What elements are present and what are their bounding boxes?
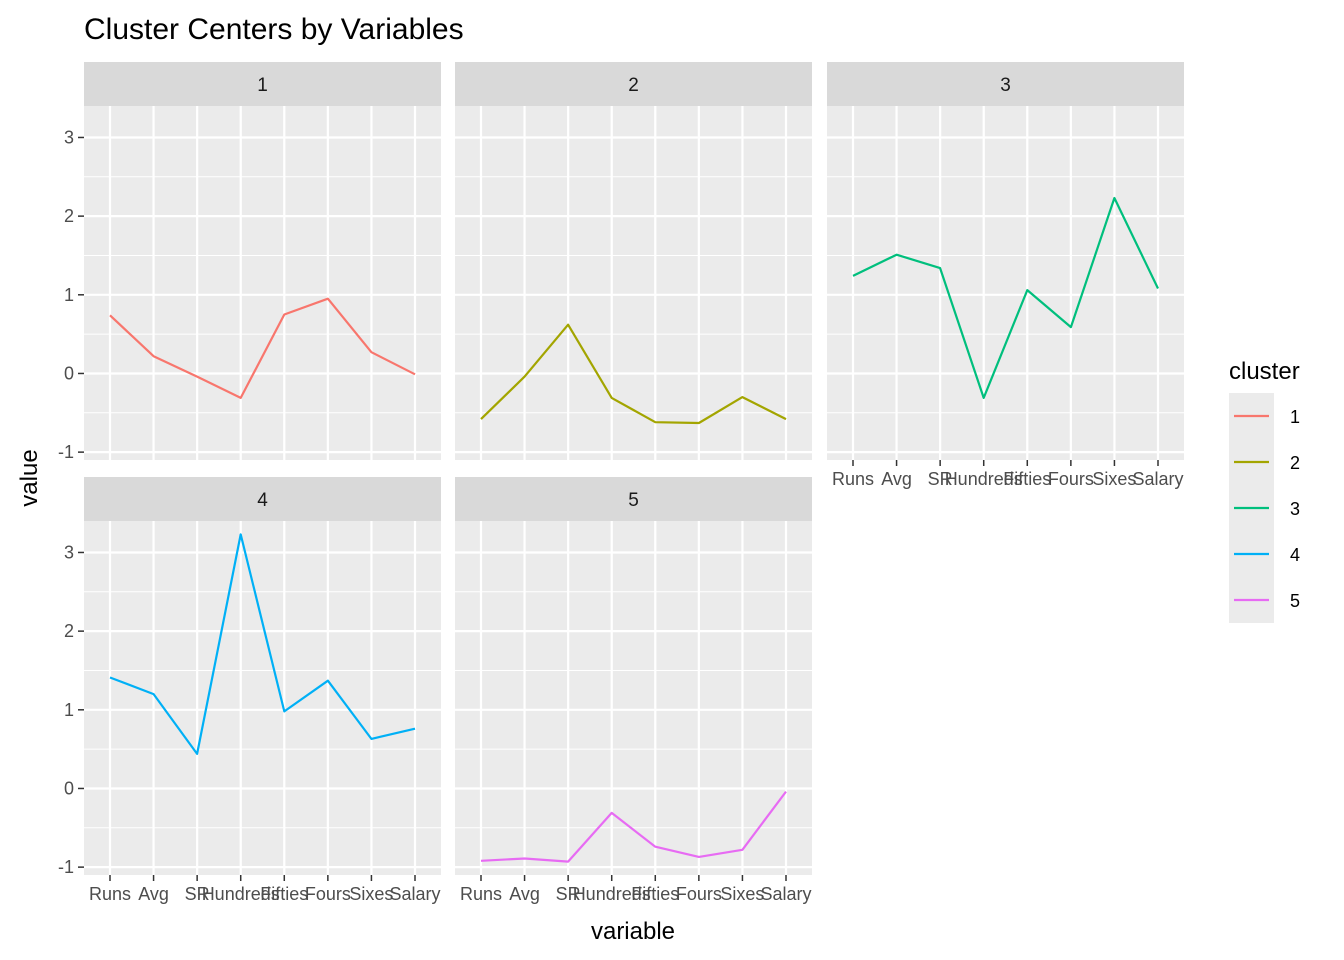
- facet-strip: [84, 62, 441, 106]
- x-tick-label: Runs: [832, 469, 874, 489]
- facet-panel-5: 5 Runs Avg SRHundredsFiftiesFoursSixesSalar…: [455, 477, 812, 904]
- series-line-1: [109, 297, 416, 399]
- x-tick-label: Sixes: [720, 884, 764, 904]
- x-tick-label: Hundreds: [202, 884, 280, 904]
- y-axis-title: value: [16, 449, 43, 506]
- series-line-5: [480, 790, 787, 863]
- x-tick-label: Runs: [89, 884, 131, 904]
- panel-background: [455, 521, 812, 875]
- facet-strip-label: 2: [628, 75, 639, 96]
- facet-panel-2: 2: [455, 62, 812, 460]
- legend-label: 2: [1290, 453, 1300, 473]
- x-tick-label: Avg: [881, 469, 912, 489]
- facet-strip-label: 1: [257, 75, 268, 96]
- legend-item-3: 3: [1234, 499, 1300, 519]
- facet-strip-label: 3: [1000, 75, 1011, 96]
- x-tick-label: SR: [928, 469, 953, 489]
- y-tick-label: 1: [64, 285, 74, 305]
- x-axis-title: variable: [591, 918, 675, 945]
- legend-item-5: 5: [1234, 591, 1300, 611]
- facet-strip: [455, 477, 812, 521]
- legend: cluster 1 2 3 4 5: [1229, 358, 1300, 623]
- y-tick-label: 2: [64, 206, 74, 226]
- panel-background: [827, 106, 1184, 460]
- legend-title: cluster: [1229, 358, 1300, 385]
- x-tick-label: Sixes: [1092, 469, 1136, 489]
- legend-item-1: 1: [1234, 407, 1300, 427]
- x-tick-label: Fifties: [260, 884, 308, 904]
- x-tick-label: Hundreds: [945, 469, 1023, 489]
- y-tick-label: 3: [64, 127, 74, 147]
- x-tick-label: SR: [185, 884, 210, 904]
- y-tick-label: 3: [64, 542, 74, 562]
- facet-strip-label: 5: [628, 490, 639, 511]
- x-tick-label: Fifties: [1003, 469, 1051, 489]
- legend-item-4: 4: [1234, 545, 1300, 565]
- series-line-2: [480, 323, 787, 425]
- facet-panel-4: 4 -1 0 1 2 3 Runs Avg SRHundredsFiftiesFoursSixe…: [58, 477, 441, 904]
- y-tick-label: -1: [58, 857, 74, 877]
- facet-strip-label: 4: [257, 490, 268, 511]
- x-tick-label: Fours: [1048, 469, 1094, 489]
- y-tick-label: 2: [64, 621, 74, 641]
- x-tick-label: Avg: [509, 884, 540, 904]
- y-tick-label: 0: [64, 363, 74, 383]
- legend-label: 5: [1290, 591, 1300, 611]
- facet-panel-1: 1 -1 0 1 2 3: [58, 62, 441, 462]
- x-tick-label: Hundreds: [573, 884, 651, 904]
- panel-background: [84, 106, 441, 460]
- legend-label: 3: [1290, 499, 1300, 519]
- panel-background: [84, 521, 441, 875]
- x-tick-label: Sixes: [349, 884, 393, 904]
- facet-strip: [827, 62, 1184, 106]
- legend-label: 1: [1290, 407, 1300, 427]
- legend-item-2: 2: [1234, 453, 1300, 473]
- x-tick-label: Salary: [760, 884, 811, 904]
- facet-strip: [84, 477, 441, 521]
- x-tick-label: SR: [556, 884, 581, 904]
- x-tick-label: Runs: [460, 884, 502, 904]
- series-line-4: [109, 533, 416, 756]
- x-tick-label: Salary: [1132, 469, 1183, 489]
- legend-label: 4: [1290, 545, 1300, 565]
- y-tick-label: -1: [58, 442, 74, 462]
- x-tick-label: Fours: [305, 884, 351, 904]
- y-tick-label: 1: [64, 700, 74, 720]
- chart-title: Cluster Centers by Variables: [84, 13, 464, 46]
- series-line-3: [852, 196, 1159, 399]
- x-tick-label: Salary: [389, 884, 440, 904]
- facet-panel-3: 3 Runs Avg SRHundredsFiftiesFoursSixesSalar…: [827, 62, 1184, 489]
- x-tick-label: Fifties: [631, 884, 679, 904]
- facet-strip: [455, 62, 812, 106]
- y-tick-label: 0: [64, 778, 74, 798]
- x-tick-label: Fours: [676, 884, 722, 904]
- x-tick-label: Avg: [138, 884, 169, 904]
- panel-background: [455, 106, 812, 460]
